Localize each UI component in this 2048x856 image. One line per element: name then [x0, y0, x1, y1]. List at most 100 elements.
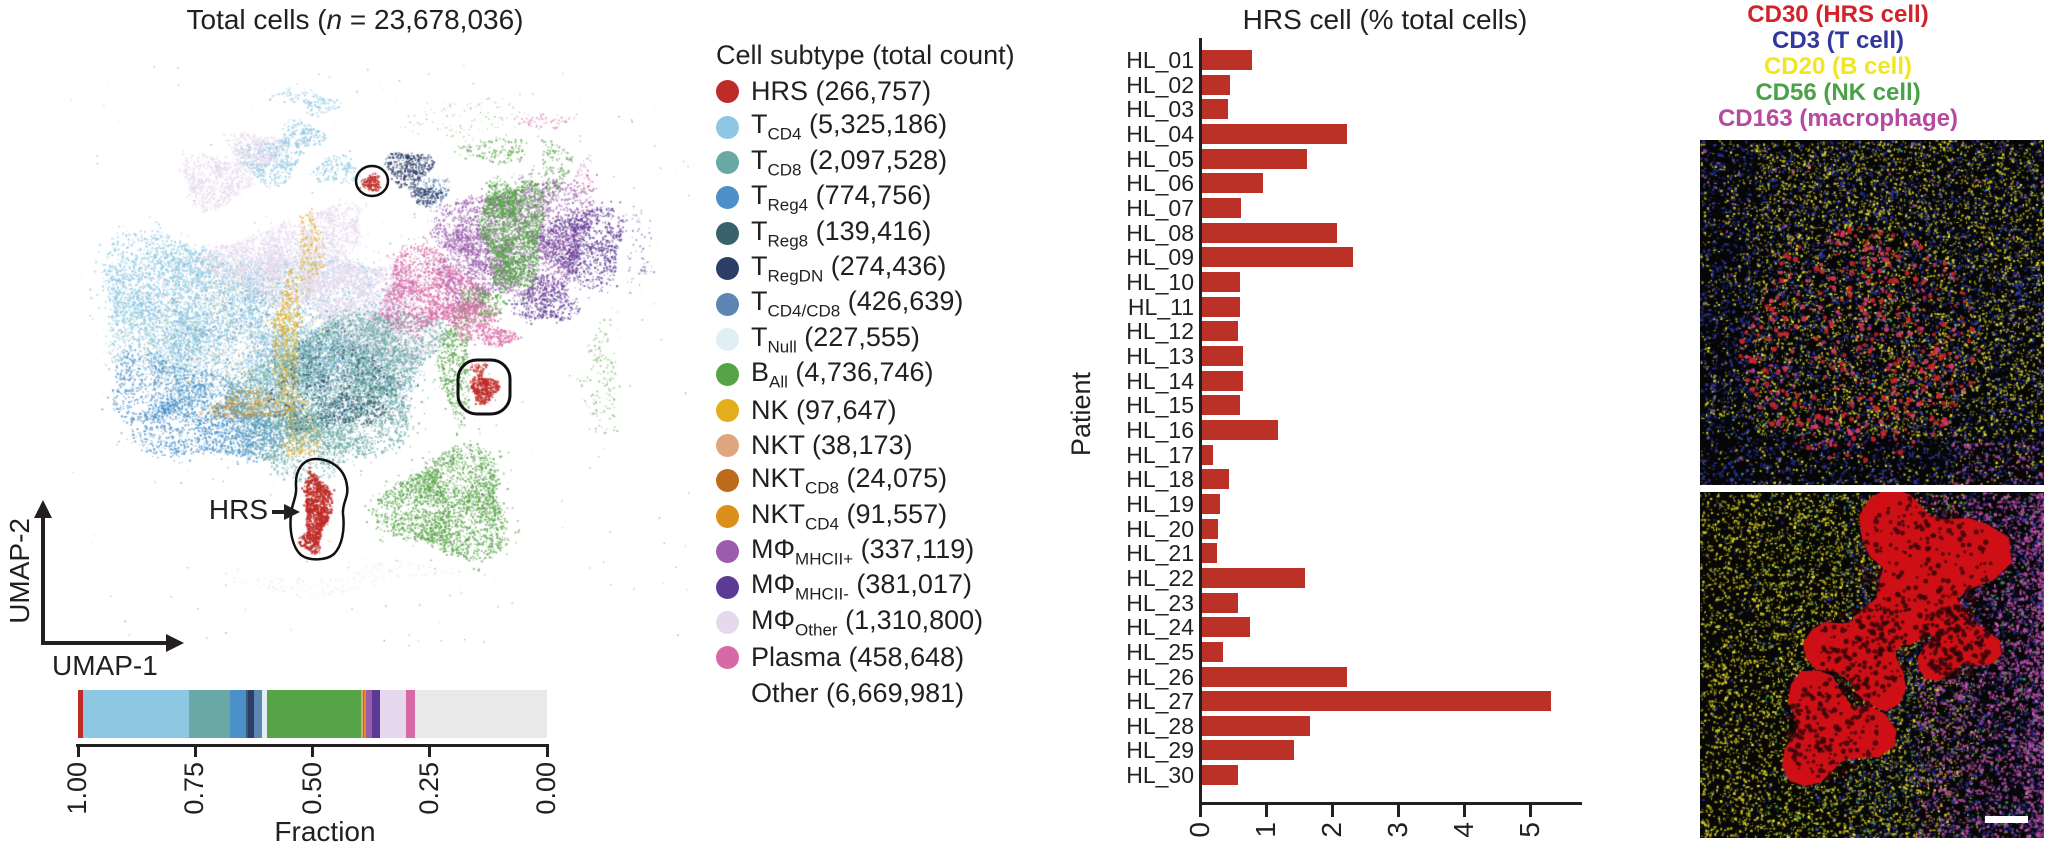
- mihc-image-top: [1700, 140, 2044, 485]
- patient-label: HL_20: [1126, 515, 1194, 542]
- legend-item-label: MΦMHCII+ (337,119): [751, 534, 975, 569]
- legend-item: BAll (4,736,746): [716, 357, 983, 392]
- hrs-percent-bar: [1201, 715, 1311, 736]
- legend-item-label: TNull (227,555): [751, 321, 920, 357]
- legend-item: NKTCD8 (24,075): [716, 463, 983, 498]
- patient-label: HL_21: [1126, 540, 1194, 567]
- barchart-y-axis: [1198, 38, 1202, 804]
- barchart-tick: [1330, 804, 1334, 817]
- legend-dot-icon: [716, 363, 739, 387]
- legend-item-label: TReg8 (139,416): [751, 215, 932, 250]
- hrs-percent-bar: [1201, 666, 1347, 687]
- fraction-segment-B_All: [266, 690, 361, 738]
- legend-dot-icon: [716, 575, 739, 599]
- patient-label: HL_23: [1126, 589, 1194, 616]
- legend-item-label: Other (6,669,981): [751, 677, 965, 708]
- legend-item: Other (6,669,981): [716, 676, 983, 711]
- marker-label: CD163 (macrophage): [1717, 105, 1959, 132]
- patient-label: HL_25: [1126, 638, 1194, 665]
- fraction-tick-label: 0.00: [531, 762, 561, 815]
- legend-item-label: NKT (38,173): [751, 430, 913, 461]
- barchart-tick-label: 5: [1514, 822, 1545, 838]
- fraction-tick-label: 0.75: [179, 762, 210, 815]
- fraction-segment-T_CD8: [188, 690, 231, 738]
- hrs-percent-bar: [1201, 518, 1218, 539]
- patient-label: HL_22: [1126, 564, 1194, 591]
- scale-bar: [1985, 816, 2028, 823]
- fraction-segment-T_Reg8: [245, 690, 249, 738]
- legend-dot-icon: [716, 115, 739, 139]
- legend-item-label: MΦMHCII- (381,017): [751, 569, 972, 604]
- legend-dot-icon: [716, 434, 739, 458]
- legend-dot-icon: [716, 398, 739, 422]
- patient-label: HL_29: [1126, 737, 1194, 764]
- mihc-marker-legend: CD30 (HRS cell) CD3 (T cell) CD20 (B cell)…: [1640, 2, 2036, 132]
- legend-item: NKT (38,173): [716, 428, 983, 463]
- barchart-tick-label: 0: [1184, 822, 1215, 838]
- umap-title-prefix: Total cells (: [186, 4, 327, 35]
- legend-item: NKTCD4 (91,557): [716, 499, 983, 534]
- barchart-title: HRS cell (% total cells): [1242, 4, 1528, 35]
- hrs-percent-bar: [1201, 493, 1220, 514]
- patient-label: HL_01: [1126, 47, 1194, 73]
- hrs-percent-bar: [1201, 395, 1240, 416]
- barchart-tick: [1264, 804, 1268, 817]
- patient-label: HL_07: [1126, 194, 1194, 221]
- hrs-percent-bar: [1201, 740, 1294, 761]
- hrs-percent-bar: [1201, 173, 1263, 194]
- legend-item-label: Plasma (458,648): [751, 642, 965, 673]
- hrs-percent-bar: [1201, 99, 1228, 120]
- legend-dot-icon: [716, 504, 739, 528]
- fraction-tick-label: 0.25: [413, 762, 444, 815]
- fraction-segment-T_Null: [262, 690, 267, 738]
- legend: HRS (266,757) TCD4 (5,325,186) TCD8 (2,097…: [716, 74, 983, 711]
- hrs-percent-bar: [1201, 197, 1242, 218]
- marker-label: CD20 (B cell): [1763, 53, 1913, 80]
- patient-label: HL_13: [1126, 342, 1194, 369]
- patient-label: HL_10: [1126, 268, 1194, 295]
- mihc-image-bottom: [1700, 492, 2044, 838]
- fraction-axis-title: Fraction: [274, 816, 376, 847]
- hrs-annotation: HRS: [208, 494, 268, 525]
- legend-item-label: TRegDN (274,436): [751, 250, 947, 286]
- hrs-percent-bar: [1201, 222, 1337, 243]
- umap-scatter-plot: [40, 44, 700, 654]
- legend-dot-icon: [716, 186, 739, 210]
- patient-label: HL_30: [1126, 762, 1194, 789]
- fraction-tick-label: 1.00: [62, 762, 92, 815]
- patient-label: HL_26: [1126, 663, 1194, 690]
- patient-label: HL_18: [1126, 466, 1194, 493]
- legend-item: NK (97,647): [716, 393, 983, 428]
- hrs-percent-bar: [1201, 123, 1347, 144]
- legend-item: TNull (227,555): [716, 322, 983, 357]
- fraction-segment-T_RegDN: [248, 690, 254, 738]
- hrs-percent-bar: [1201, 271, 1240, 292]
- hrs-percent-bar: [1201, 765, 1238, 786]
- legend-item: TCD4 (5,325,186): [716, 109, 983, 144]
- legend-dot-icon: [716, 80, 739, 104]
- umap-ylabel: UMAP-2: [4, 518, 35, 624]
- patient-label: HL_12: [1126, 318, 1194, 345]
- fraction-segment-Plasma: [405, 690, 415, 738]
- legend-item-label: TCD4/CD8 (426,639): [751, 286, 964, 321]
- hrs-percent-bar: [1201, 74, 1230, 95]
- hrs-percent-bar: [1201, 321, 1238, 342]
- legend-item: TReg8 (139,416): [716, 216, 983, 251]
- legend-item: TCD8 (2,097,528): [716, 145, 983, 180]
- fraction-segment-T_Reg4: [230, 690, 246, 738]
- legend-dot-icon: [716, 150, 739, 174]
- patient-label: HL_02: [1126, 71, 1194, 98]
- fraction-tick-label: 0.50: [296, 762, 327, 815]
- legend-item-label: NK (97,647): [751, 394, 897, 425]
- barchart-tick: [1198, 804, 1202, 817]
- legend-item: TCD4/CD8 (426,639): [716, 286, 983, 321]
- fraction-tick: [428, 744, 432, 757]
- barchart-tick-label: 2: [1316, 822, 1347, 838]
- hrs-percent-bar: [1201, 543, 1218, 564]
- barchart-tick-label: 4: [1448, 822, 1479, 838]
- hrs-percent-bar: [1201, 296, 1240, 317]
- legend-item: Plasma (458,648): [716, 640, 983, 675]
- legend-item-label: MΦOther (1,310,800): [751, 604, 984, 640]
- legend-item: TReg4 (774,756): [716, 180, 983, 215]
- fraction-segment-HRS: [78, 690, 84, 738]
